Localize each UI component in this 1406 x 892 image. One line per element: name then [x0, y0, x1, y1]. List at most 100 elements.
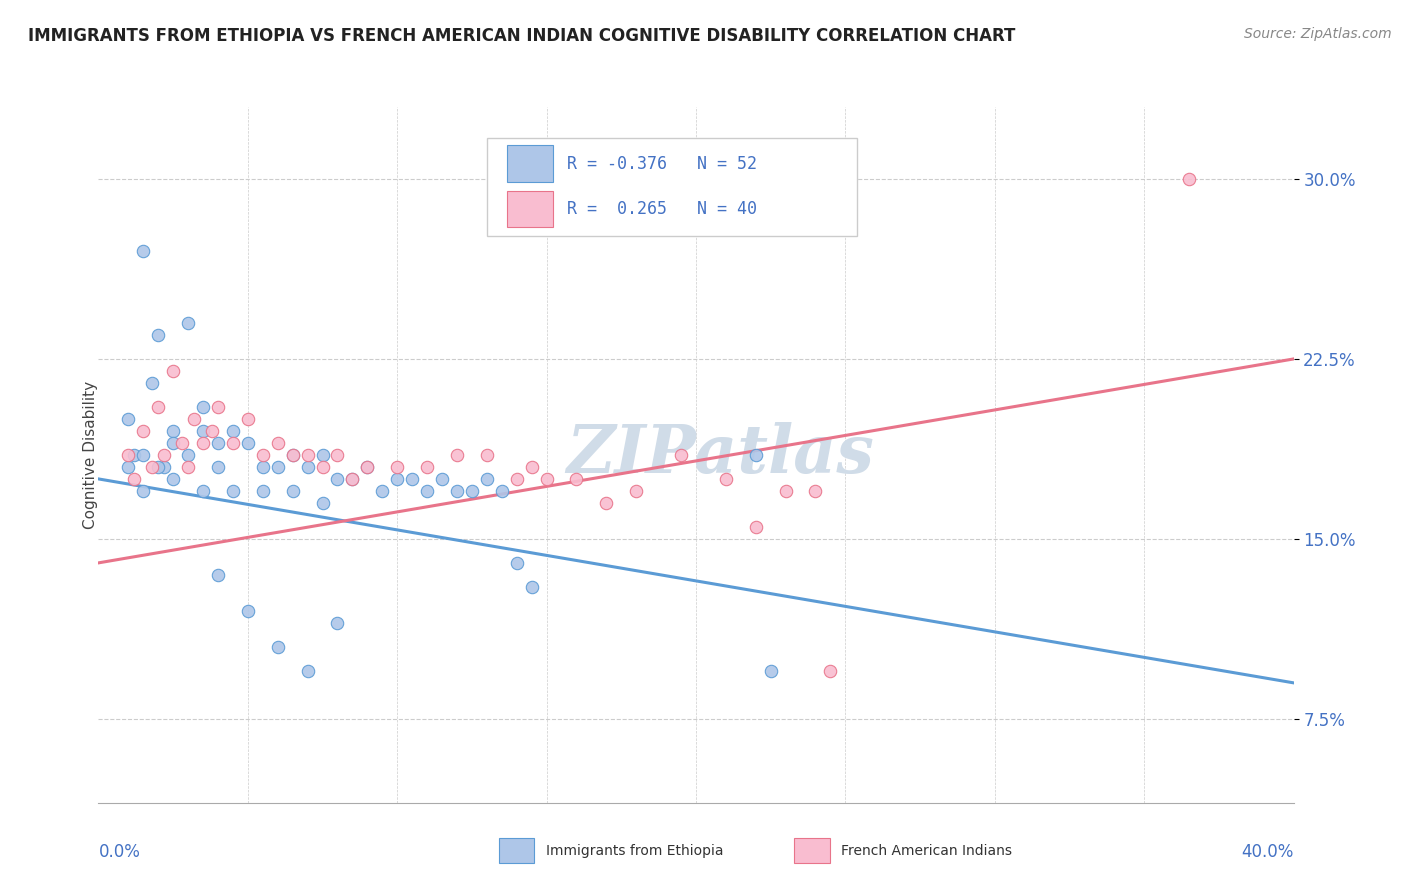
- Point: [148, 328, 170, 343]
- Point: [1178, 172, 1201, 186]
- Point: [356, 459, 378, 474]
- Point: [132, 424, 155, 438]
- Point: [236, 412, 259, 426]
- Point: [267, 640, 290, 654]
- Point: [148, 400, 170, 414]
- Text: R =  0.265   N = 40: R = 0.265 N = 40: [567, 200, 756, 218]
- Point: [117, 448, 139, 462]
- Point: [252, 448, 274, 462]
- Point: [714, 472, 737, 486]
- Point: [207, 400, 229, 414]
- Point: [183, 412, 205, 426]
- Point: [177, 459, 200, 474]
- Point: [385, 472, 409, 486]
- Point: [177, 316, 200, 330]
- Text: 40.0%: 40.0%: [1241, 843, 1294, 861]
- Point: [281, 448, 304, 462]
- Point: [775, 483, 797, 498]
- Point: [191, 400, 214, 414]
- Point: [416, 459, 439, 474]
- Y-axis label: Cognitive Disability: Cognitive Disability: [83, 381, 97, 529]
- Text: ZIPatlas: ZIPatlas: [567, 423, 873, 487]
- FancyBboxPatch shape: [486, 138, 858, 235]
- Point: [162, 436, 184, 450]
- Point: [356, 459, 378, 474]
- Point: [117, 459, 139, 474]
- Point: [311, 459, 333, 474]
- Point: [172, 436, 194, 450]
- Text: R = -0.376   N = 52: R = -0.376 N = 52: [567, 154, 756, 173]
- Point: [475, 448, 498, 462]
- Point: [267, 436, 290, 450]
- Point: [177, 448, 200, 462]
- Point: [252, 459, 274, 474]
- Point: [520, 459, 543, 474]
- Point: [416, 483, 439, 498]
- Point: [491, 483, 513, 498]
- Point: [506, 472, 529, 486]
- Text: French American Indians: French American Indians: [841, 844, 1012, 858]
- Point: [371, 483, 394, 498]
- Point: [565, 472, 588, 486]
- Point: [342, 472, 364, 486]
- Point: [153, 448, 176, 462]
- Point: [506, 556, 529, 570]
- Point: [281, 483, 304, 498]
- Point: [297, 664, 319, 678]
- Point: [446, 483, 468, 498]
- Text: 0.0%: 0.0%: [98, 843, 141, 861]
- Point: [207, 436, 229, 450]
- Point: [222, 436, 245, 450]
- Text: IMMIGRANTS FROM ETHIOPIA VS FRENCH AMERICAN INDIAN COGNITIVE DISABILITY CORRELAT: IMMIGRANTS FROM ETHIOPIA VS FRENCH AMERI…: [28, 27, 1015, 45]
- Text: Immigrants from Ethiopia: Immigrants from Ethiopia: [546, 844, 723, 858]
- Point: [222, 483, 245, 498]
- Point: [536, 472, 558, 486]
- Point: [745, 520, 768, 534]
- Point: [153, 459, 176, 474]
- Point: [385, 459, 409, 474]
- Point: [162, 472, 184, 486]
- Point: [461, 483, 484, 498]
- Point: [342, 472, 364, 486]
- Point: [311, 448, 333, 462]
- Point: [745, 448, 768, 462]
- Point: [124, 472, 146, 486]
- Point: [162, 364, 184, 378]
- Point: [117, 412, 139, 426]
- Point: [430, 472, 453, 486]
- Point: [207, 567, 229, 582]
- Point: [222, 424, 245, 438]
- Point: [132, 483, 155, 498]
- Point: [236, 604, 259, 618]
- Point: [281, 448, 304, 462]
- Point: [520, 580, 543, 594]
- Point: [804, 483, 827, 498]
- Point: [669, 448, 692, 462]
- Text: Source: ZipAtlas.com: Source: ZipAtlas.com: [1244, 27, 1392, 41]
- Point: [401, 472, 423, 486]
- Point: [297, 448, 319, 462]
- Point: [759, 664, 782, 678]
- Point: [191, 424, 214, 438]
- Point: [311, 496, 333, 510]
- Point: [297, 459, 319, 474]
- Point: [475, 472, 498, 486]
- Point: [141, 376, 163, 390]
- Point: [236, 436, 259, 450]
- Point: [820, 664, 842, 678]
- Point: [132, 244, 155, 258]
- Point: [252, 483, 274, 498]
- Point: [267, 459, 290, 474]
- Point: [326, 615, 349, 630]
- Point: [446, 448, 468, 462]
- Point: [191, 436, 214, 450]
- FancyBboxPatch shape: [508, 191, 553, 227]
- Point: [191, 483, 214, 498]
- Point: [148, 459, 170, 474]
- Point: [132, 448, 155, 462]
- Point: [124, 448, 146, 462]
- Point: [141, 459, 163, 474]
- FancyBboxPatch shape: [508, 145, 553, 182]
- Point: [595, 496, 617, 510]
- Point: [624, 483, 647, 498]
